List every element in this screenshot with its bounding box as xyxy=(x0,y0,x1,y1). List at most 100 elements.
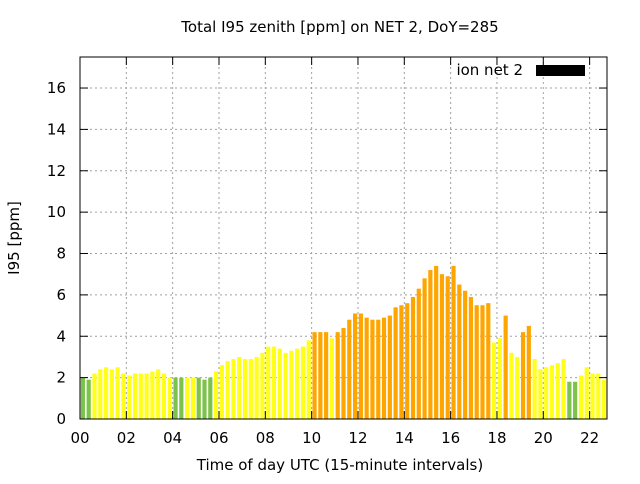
bar xyxy=(399,305,404,419)
bar xyxy=(306,340,311,419)
bars xyxy=(80,265,607,419)
bar xyxy=(190,377,196,419)
bar xyxy=(381,317,387,419)
bar xyxy=(80,377,85,419)
bar xyxy=(121,373,126,419)
bar xyxy=(532,359,537,419)
bar xyxy=(324,332,329,419)
y-tick-label: 12 xyxy=(47,162,66,180)
bar xyxy=(549,365,555,419)
x-tick-label: 22 xyxy=(580,429,599,447)
bar xyxy=(439,274,445,419)
x-tick-label: 02 xyxy=(117,429,136,447)
bar xyxy=(202,379,207,419)
legend-label: ion net 2 xyxy=(456,61,523,79)
x-tick-label: 14 xyxy=(395,429,414,447)
bar xyxy=(156,369,161,419)
bar xyxy=(584,367,589,419)
bar xyxy=(132,373,138,419)
bar xyxy=(173,377,178,419)
x-tick-label: 20 xyxy=(534,429,553,447)
bar xyxy=(295,348,300,419)
bar xyxy=(474,305,479,419)
bar xyxy=(364,317,369,419)
bar xyxy=(405,303,410,419)
bar xyxy=(103,367,109,419)
bar xyxy=(578,375,584,419)
bar xyxy=(555,363,560,419)
bar xyxy=(428,270,433,419)
bar xyxy=(260,352,265,419)
bar xyxy=(567,381,572,419)
bar xyxy=(98,369,103,419)
bar xyxy=(138,373,143,419)
bar xyxy=(144,373,149,419)
bar xyxy=(208,377,213,419)
x-axis-label: Time of day UTC (15-minute intervals) xyxy=(196,456,483,474)
bar xyxy=(266,346,271,419)
bar xyxy=(561,359,566,419)
y-tick-label: 8 xyxy=(56,245,66,263)
bar xyxy=(393,307,398,419)
bar xyxy=(370,319,375,419)
y-axis-label: I95 [ppm] xyxy=(5,201,23,275)
bar xyxy=(196,377,201,419)
bar xyxy=(387,315,392,419)
bar xyxy=(300,346,306,419)
bar xyxy=(92,373,97,419)
bar xyxy=(358,313,363,419)
bar xyxy=(248,359,253,419)
bar xyxy=(109,369,114,419)
x-tick-label: 12 xyxy=(348,429,367,447)
bar xyxy=(225,361,230,419)
bar xyxy=(231,359,236,419)
bar xyxy=(503,315,508,419)
bar xyxy=(318,332,323,419)
y-tick-label: 16 xyxy=(47,79,66,97)
bar xyxy=(242,359,248,419)
y-tick-label: 6 xyxy=(56,286,66,304)
chart-title: Total I95 zenith [ppm] on NET 2, DoY=285 xyxy=(180,18,498,36)
y-tick-label: 4 xyxy=(56,327,66,345)
x-tick-label: 06 xyxy=(209,429,228,447)
bar xyxy=(271,346,277,419)
bar xyxy=(480,305,485,419)
x-tick-label: 00 xyxy=(70,429,89,447)
bar xyxy=(150,371,155,419)
bar xyxy=(352,313,358,419)
bar xyxy=(237,356,242,419)
bar xyxy=(526,325,531,419)
bar xyxy=(329,338,335,419)
x-tick-label: 10 xyxy=(302,429,321,447)
bar xyxy=(544,367,549,419)
x-tick-label: 16 xyxy=(441,429,460,447)
bar xyxy=(254,356,259,419)
grid xyxy=(80,57,607,419)
bar xyxy=(341,327,346,419)
y-tick-label: 14 xyxy=(47,120,66,138)
bar xyxy=(497,338,502,419)
bar xyxy=(376,319,381,419)
x-tick-label: 04 xyxy=(163,429,182,447)
bar xyxy=(445,276,450,419)
x-tick-label: 08 xyxy=(256,429,275,447)
bar xyxy=(115,367,120,419)
y-tick-label: 2 xyxy=(56,369,66,387)
bar xyxy=(468,296,473,419)
bar xyxy=(573,381,578,419)
bar xyxy=(167,377,172,419)
y-tick-label: 0 xyxy=(56,410,66,428)
bar xyxy=(463,290,468,419)
bar xyxy=(347,319,352,419)
bar xyxy=(538,369,543,419)
bar xyxy=(520,332,526,419)
y-tick-label: 10 xyxy=(47,203,66,221)
bar xyxy=(486,303,491,419)
bar xyxy=(491,342,497,419)
bar xyxy=(434,265,439,419)
bar xyxy=(185,377,190,419)
bar xyxy=(214,371,219,419)
